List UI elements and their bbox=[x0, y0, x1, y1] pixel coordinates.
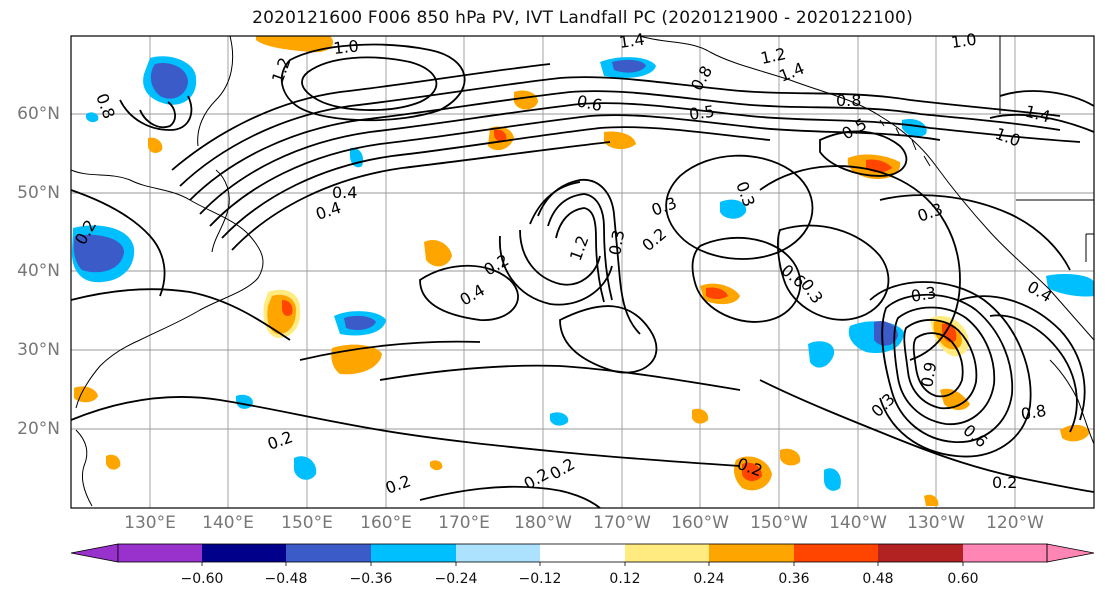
colorbar-tick-label: 0.36 bbox=[778, 571, 810, 587]
lon-label: 140°W bbox=[829, 513, 887, 533]
lon-label: 130°W bbox=[907, 513, 965, 533]
contour-label: 1.4 bbox=[618, 30, 646, 52]
colorbar-swatch bbox=[963, 544, 1047, 562]
positive-pv-blobs bbox=[74, 36, 1090, 506]
colorbar-tick-label: −0.48 bbox=[264, 571, 308, 587]
colorbar bbox=[70, 543, 1095, 566]
contour-label: 0.5 bbox=[688, 102, 716, 124]
negative-pv-blobs bbox=[71, 56, 1094, 491]
colorbar-tick-label: −0.36 bbox=[349, 571, 393, 587]
colorbar-high-extend bbox=[1046, 543, 1095, 563]
map-title: 2020121600 F006 850 hPa PV, IVT Landfall… bbox=[252, 8, 913, 28]
colorbar-low-extend bbox=[70, 543, 119, 563]
colorbar-swatch bbox=[709, 544, 794, 562]
lon-label: 150°W bbox=[750, 513, 808, 533]
colorbar-swatch bbox=[878, 544, 963, 562]
colorbar-tick-label: −0.12 bbox=[518, 571, 562, 587]
contour-label: 0.9 bbox=[917, 360, 940, 388]
lon-label: 170°W bbox=[593, 513, 651, 533]
contour-label: 1.0 bbox=[332, 36, 359, 58]
lon-label: 160°W bbox=[671, 513, 729, 533]
pv-contours bbox=[70, 43, 1095, 509]
lat-label: 20°N bbox=[17, 419, 60, 439]
lon-label: 170°E bbox=[438, 513, 490, 533]
contour-label: 0.8 bbox=[836, 91, 861, 110]
lat-label: 30°N bbox=[17, 340, 60, 360]
contour-label: 0.8 bbox=[1019, 401, 1047, 424]
colorbar-tick-label: 0.48 bbox=[862, 571, 894, 587]
colorbar-tick-label: 0.12 bbox=[609, 571, 641, 587]
contour-label: 0.2 bbox=[992, 473, 1017, 492]
contour-label: 1.0 bbox=[950, 30, 978, 52]
coastlines bbox=[70, 35, 1095, 507]
lon-label: 120°W bbox=[986, 513, 1044, 533]
colorbar-tick-label: −0.24 bbox=[434, 571, 478, 587]
contour-label: 0.4 bbox=[332, 183, 357, 202]
lat-label: 50°N bbox=[17, 183, 60, 203]
contour-label: 0.6 bbox=[575, 91, 604, 115]
lat-label: 60°N bbox=[17, 104, 60, 124]
lon-label: 180°W bbox=[514, 513, 572, 533]
colorbar-swatch bbox=[540, 544, 625, 562]
colorbar-swatch bbox=[286, 544, 371, 562]
colorbar-swatch bbox=[625, 544, 709, 562]
colorbar-swatch bbox=[202, 544, 286, 562]
contour-label: 0.3 bbox=[909, 283, 937, 306]
colorbar-swatch bbox=[456, 544, 540, 562]
lon-label: 140°E bbox=[202, 513, 254, 533]
lon-label: 150°E bbox=[281, 513, 333, 533]
colorbar-tick-label: 0.60 bbox=[947, 571, 979, 587]
colorbar-swatch bbox=[371, 544, 456, 562]
pv-shading bbox=[71, 36, 1094, 506]
map-panel bbox=[70, 35, 1095, 509]
colorbar-swatch bbox=[118, 544, 202, 562]
lon-label: 130°E bbox=[124, 513, 176, 533]
colorbar-swatch bbox=[794, 544, 878, 562]
contour-label: 0.3 bbox=[605, 228, 628, 256]
colorbar-tick-label: −0.60 bbox=[180, 571, 224, 587]
lon-label: 160°E bbox=[360, 513, 412, 533]
colorbar-tick-label: 0.24 bbox=[693, 571, 725, 587]
lat-label: 40°N bbox=[17, 261, 60, 281]
contour-label: 1.2 bbox=[759, 44, 788, 68]
